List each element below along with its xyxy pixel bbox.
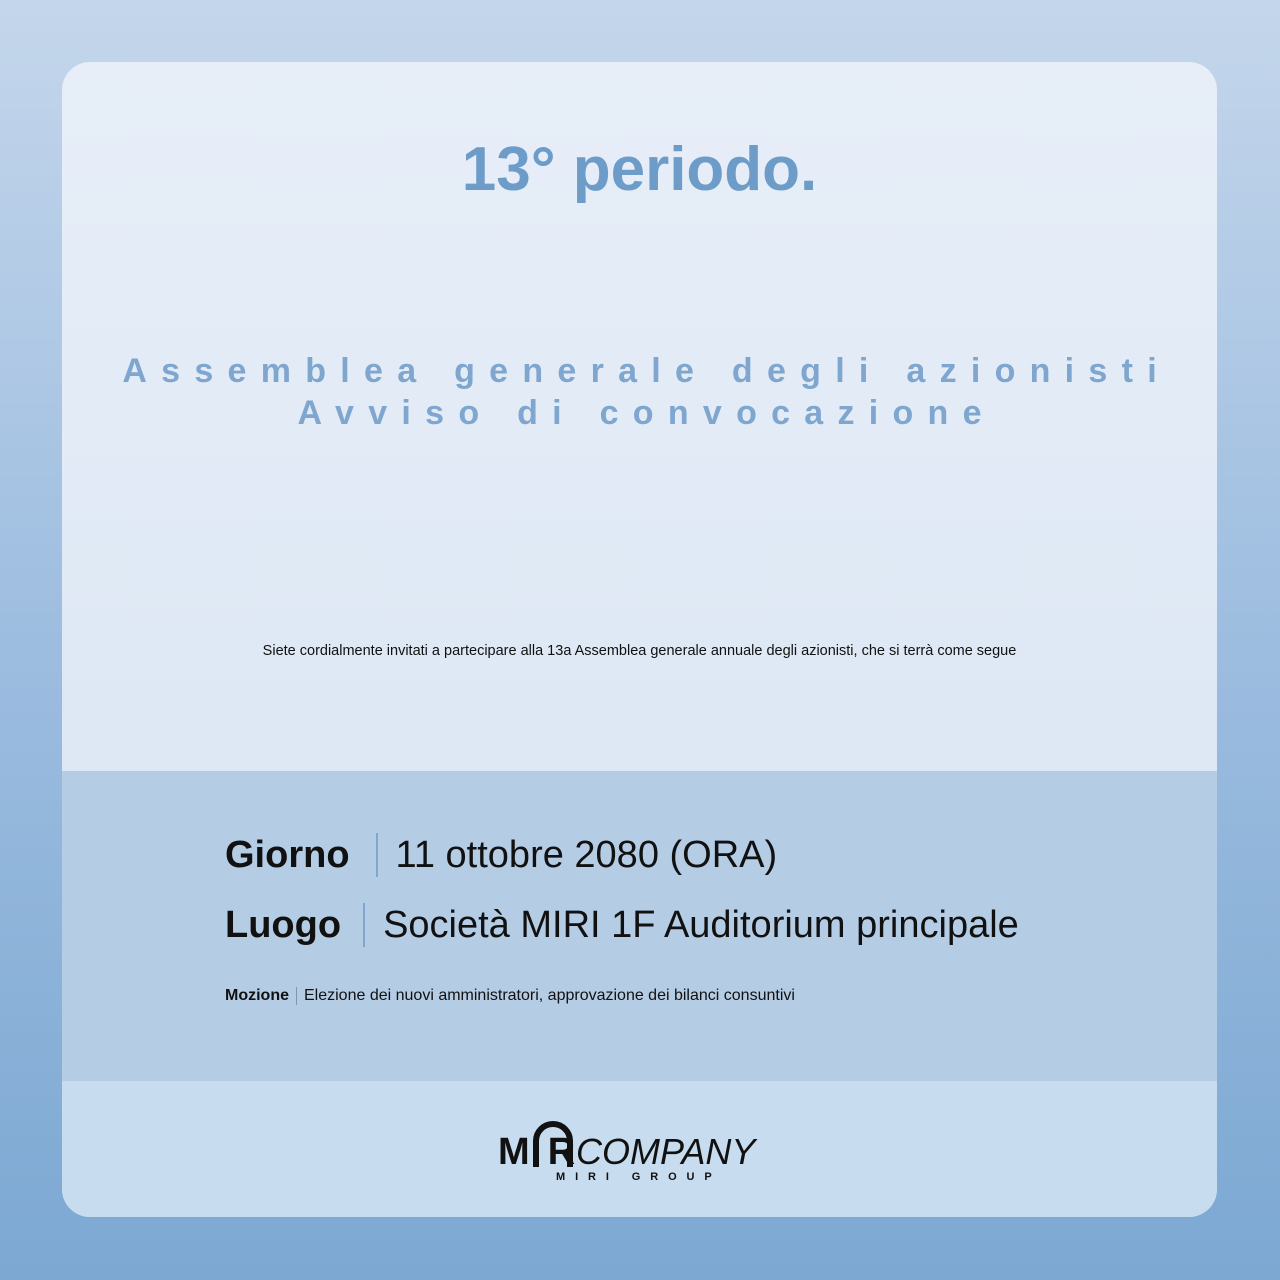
place-label: Luogo	[225, 903, 342, 946]
subtitle: Assemblea generale degli azionisti Avvis…	[62, 350, 1217, 434]
motion-row: Mozione Elezione dei nuovi amministrator…	[225, 987, 795, 1005]
page-title: 13° periodo.	[461, 135, 818, 204]
footer: M R COMPANY MIRI GROUP	[62, 1081, 1217, 1217]
motion-value: Elezione dei nuovi amministratori, appro…	[304, 987, 795, 1004]
notice-card: 13° periodo. Assemblea generale degli az…	[62, 62, 1217, 1217]
invitation-text: Siete cordialmente invitati a partecipar…	[262, 643, 1017, 659]
divider	[375, 833, 378, 877]
logo-name: COMPANY	[576, 1131, 756, 1172]
details-band: Giorno 11 ottobre 2080 (ORA) Luogo Socie…	[62, 771, 1217, 1081]
day-label: Giorno	[225, 833, 350, 876]
subtitle-line-2: Avviso di convocazione	[297, 394, 996, 432]
subtitle-line-1: Assemblea generale degli azionisti	[122, 352, 1171, 390]
place-value: Società MIRI 1F Auditorium principale	[383, 903, 1019, 946]
motion-label: Mozione	[225, 987, 289, 1004]
divider	[363, 903, 366, 947]
arch-icon	[533, 1121, 573, 1167]
place-row: Luogo Società MIRI 1F Auditorium princip…	[225, 903, 1019, 947]
day-row: Giorno 11 ottobre 2080 (ORA)	[225, 833, 777, 877]
company-logo: M R COMPANY MIRI GROUP	[498, 1117, 778, 1197]
logo-group: MIRI GROUP	[556, 1171, 722, 1183]
divider	[296, 987, 297, 1005]
day-value: 11 ottobre 2080 (ORA)	[395, 833, 778, 876]
logo-mark: M R	[498, 1131, 575, 1173]
